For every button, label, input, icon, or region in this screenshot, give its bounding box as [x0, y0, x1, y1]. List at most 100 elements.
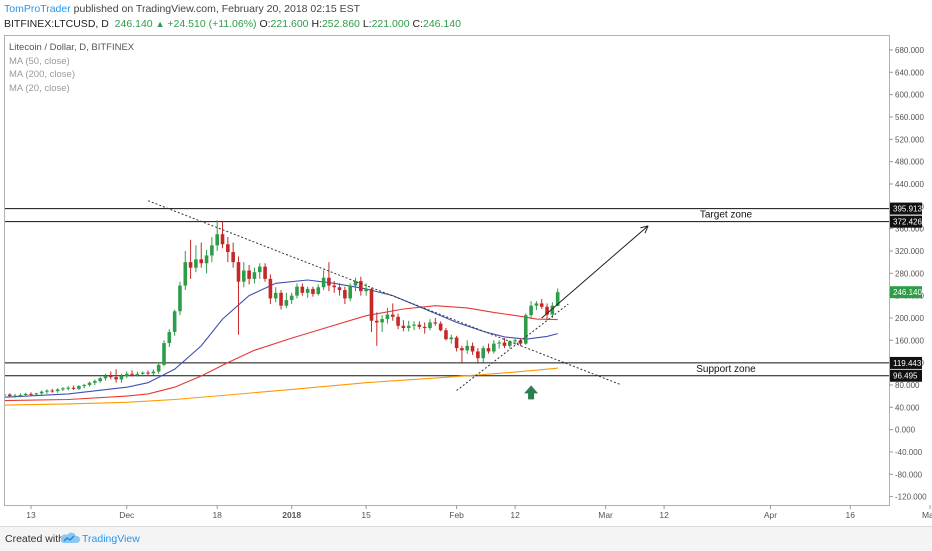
candle-body — [555, 292, 560, 306]
candle-body — [497, 342, 501, 344]
candle-body — [279, 292, 283, 306]
candle-body — [109, 376, 113, 378]
candle-body — [295, 286, 299, 296]
candle-body — [417, 324, 422, 327]
candle-body — [438, 323, 443, 331]
candle-body — [98, 378, 102, 382]
candle-body — [369, 288, 374, 321]
candle-body — [45, 390, 49, 392]
candle-body — [327, 277, 331, 286]
candle-body — [183, 262, 188, 286]
level-price-label: 395.913 — [893, 205, 922, 214]
candle-body — [529, 305, 533, 316]
candle-body — [172, 311, 177, 332]
y-tick-label: 360.000 — [895, 225, 924, 234]
y-tick-label: 520.000 — [895, 135, 924, 144]
candle-body — [151, 371, 156, 374]
legend-ma200[interactable]: MA (200, close) — [9, 69, 75, 80]
candle-body — [492, 343, 496, 352]
x-tick-label: 2018 — [282, 510, 301, 520]
ohlc-low-value: 221.000 — [371, 18, 410, 30]
zone-label: Support zone — [696, 364, 756, 375]
level-price-label: 119.443 — [893, 359, 922, 368]
x-tick-label: 15 — [361, 510, 371, 520]
candle-body — [337, 287, 342, 291]
y-tick-label: 200.000 — [895, 314, 924, 323]
candle-body — [5, 394, 7, 396]
y-tick-label: -80.000 — [895, 470, 923, 479]
x-tick-label: 18 — [212, 510, 222, 520]
moving-average-line — [5, 305, 558, 402]
candle-body — [454, 337, 459, 349]
last-price-label: 246.140 — [893, 288, 922, 297]
zone-label: Target zone — [700, 210, 753, 221]
candle-body — [380, 319, 384, 323]
x-tick-label: 12 — [510, 510, 520, 520]
candle-body — [114, 377, 118, 380]
candle-body — [385, 314, 390, 320]
candle-body — [476, 351, 480, 359]
y-tick-label: -120.000 — [895, 493, 927, 502]
candle-body — [343, 290, 347, 299]
candle-body — [364, 288, 368, 292]
candle-body — [300, 286, 305, 293]
candle-body — [460, 348, 464, 351]
candle-body — [422, 326, 427, 329]
price-change: +24.510 (+11.06%) — [167, 18, 257, 30]
candle-body — [50, 390, 55, 392]
ohlc-close-value: 246.140 — [422, 18, 461, 30]
published-text: published on TradingView.com, February 2… — [73, 3, 361, 15]
author-link[interactable]: TomProTrader — [4, 3, 71, 15]
candle-body — [162, 343, 166, 365]
candle-body — [444, 330, 448, 340]
candle-body — [353, 281, 358, 286]
y-tick-label: -40.000 — [895, 448, 923, 457]
trendline — [147, 200, 622, 386]
legend-ma20[interactable]: MA (20, close) — [9, 82, 70, 94]
candle-body — [470, 345, 475, 352]
candle-body — [167, 331, 172, 344]
x-tick-label: Dec — [119, 510, 135, 520]
candle-body — [39, 391, 44, 394]
level-price-label: 96.495 — [893, 372, 918, 381]
candle-body — [518, 340, 523, 344]
candle-body — [194, 259, 198, 268]
candle-body — [481, 348, 485, 359]
legend-ma50[interactable]: MA (50, close) — [9, 55, 70, 67]
ohlc-open-label: O: — [259, 18, 271, 30]
candle-body — [375, 320, 379, 323]
symbol-line: BITFINEX:LTCUSD, D 246.140 ▲ +24.510 (+1… — [4, 18, 461, 30]
y-tick-label: 640.000 — [895, 68, 924, 77]
candle-body — [119, 376, 124, 380]
plot-area[interactable] — [4, 35, 890, 506]
candle-body — [66, 387, 71, 389]
candle-body — [523, 315, 528, 344]
y-tick-label: 280.000 — [895, 269, 924, 278]
candle-body — [412, 324, 416, 326]
moving-average-line — [5, 367, 558, 406]
level-price-tag — [890, 369, 922, 382]
candle-body — [247, 270, 251, 279]
price-chart[interactable]: 680.000 640.000 600.000 560.000 520.000 480.0… — [0, 0, 932, 526]
candle-body — [433, 322, 438, 324]
tradingview-logo-icon[interactable] — [60, 530, 80, 546]
x-tick-label: Apr — [764, 510, 777, 520]
candle-body — [513, 340, 517, 342]
candle-body — [146, 372, 150, 374]
moving-average-line — [5, 279, 558, 398]
candle-body — [55, 389, 60, 392]
candle-body — [82, 384, 86, 387]
ohlc-open-value: 221.600 — [270, 18, 309, 30]
candle-body — [268, 278, 273, 299]
candle-body — [273, 292, 278, 299]
candle-body — [396, 316, 400, 326]
candle-body — [18, 395, 23, 397]
y-tick-label: 680.000 — [895, 46, 924, 55]
candle-body — [34, 393, 39, 395]
tradingview-brand[interactable]: TradingView — [82, 533, 140, 545]
y-tick-label: 40.000 — [895, 403, 920, 412]
y-tick-label: 600.000 — [895, 91, 924, 100]
candle-body — [305, 288, 310, 293]
candle-body — [550, 305, 555, 315]
up-arrow-marker-icon — [524, 385, 539, 400]
